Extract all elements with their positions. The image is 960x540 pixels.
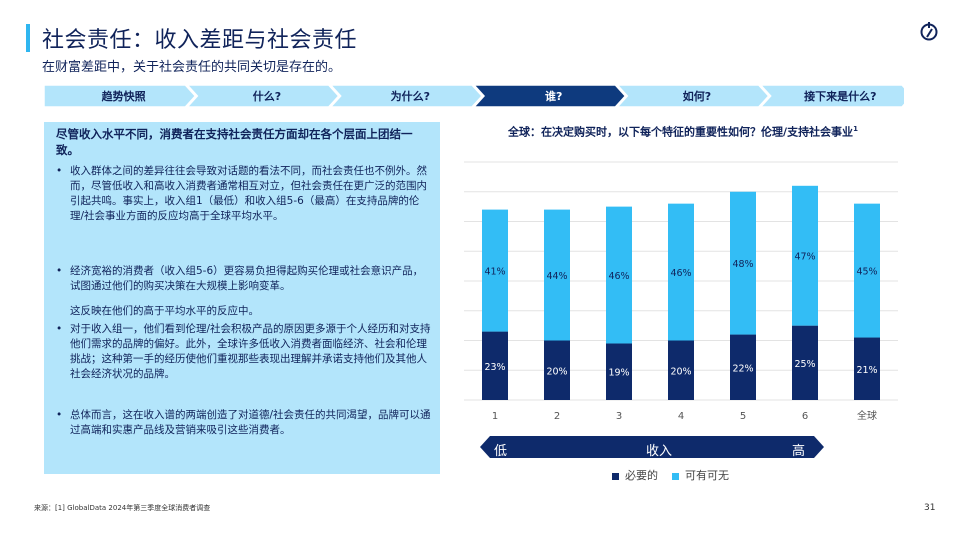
summary-bullet-text: 经济宽裕的消费者（收入组5-6）更容易负担得起购买伦理或社会意识产品，试图通过他… [70, 265, 424, 292]
nav-tab[interactable]: 接下来是什么? [804, 90, 877, 103]
nav-tab-shape [472, 85, 627, 107]
chart-title-footnote: 1 [853, 125, 858, 133]
nav-tab-shape [44, 85, 197, 107]
data-label: 25% [794, 359, 815, 370]
bar-essential [482, 331, 508, 400]
chart-title-text: 全球：在决定购买时，以下每个特征的重要性如何？伦理/支持社会事业 [508, 125, 854, 139]
summary-note: 这反映在他们的高于平均水平的反应中。 [70, 305, 259, 317]
summary-bullet: • 收入群体之间的差异往往会导致对话题的看法不同，而社会责任也不例外。然而，尽管… [56, 164, 432, 224]
income-axis-label: 收入 [646, 444, 673, 459]
bar-essential [544, 340, 570, 400]
logo-icon [920, 22, 938, 41]
section-nav-arrows [44, 85, 904, 107]
legend-item-optional: 可有可无 [672, 467, 729, 483]
nav-tab[interactable]: 趋势快照 [101, 90, 146, 103]
page-subtitle: 在财富差距中，关于社会责任的共同关切是存在的。 [42, 60, 342, 75]
data-label: 21% [856, 365, 877, 376]
legend-swatch-optional [672, 472, 679, 480]
bullet-icon: • [56, 323, 63, 335]
income-high-label: 高 [792, 444, 806, 459]
bullet-icon: • [56, 165, 63, 177]
data-label: 48% [732, 259, 753, 270]
data-label: 41% [484, 267, 505, 278]
source-note: 来源：[1] GlobalData 2024年第三季度全球消费者调查 [34, 504, 211, 512]
legend-label-essential: 必要的 [625, 469, 658, 482]
nav-tab[interactable]: 为什么? [390, 90, 431, 103]
summary-bullet-text: 收入群体之间的差异往往会导致对话题的看法不同，而社会责任也不例外。然而，尽管低收… [70, 165, 427, 222]
summary-bullet-text: 对于收入组一，他们看到伦理/社会积极产品的原因更多源于个人经历和对支持他们需求的… [70, 323, 431, 380]
data-label: 46% [608, 271, 629, 282]
bar-essential [668, 340, 694, 400]
x-tick-label: 5 [740, 411, 746, 422]
data-label: 47% [794, 252, 815, 263]
bullet-icon: • [56, 265, 63, 277]
bar-essential [792, 325, 818, 400]
section-nav: 趋势快照 什么? 为什么? 谁? 如何? 接下来是什么? [44, 85, 904, 107]
summary-bullet: • 总体而言，这在收入谱的两端创造了对道德/社会责任的共同渴望，品牌可以通过高端… [56, 408, 432, 438]
bar-optional [668, 203, 694, 341]
nav-tab-shape [616, 85, 770, 107]
x-tick-label: 4 [678, 411, 684, 422]
nav-tab[interactable]: 谁? [544, 90, 563, 103]
bar-essential [854, 337, 880, 400]
nav-tab[interactable]: 如何? [682, 90, 712, 103]
bar-optional [854, 203, 880, 338]
page-title: 社会责任：收入差距与社会责任 [42, 28, 358, 53]
nav-tab-shape [759, 85, 904, 107]
data-label: 19% [608, 368, 629, 379]
summary-bullet: • 对于收入组一，他们看到伦理/社会积极产品的原因更多源于个人经历和对支持他们需… [56, 322, 432, 382]
data-label: 45% [856, 267, 877, 278]
stacked-bar-chart: 23% 41% 1 20% 44% 2 19% 46% 3 20% 46% 4 22% 48% 5 25% 47… [464, 161, 898, 422]
title-accent-bar [26, 24, 30, 52]
nav-tab[interactable]: 什么? [252, 90, 282, 103]
bar-optional [606, 206, 632, 344]
summary-panel: 尽管收入水平不同，消费者在支持社会责任方面却在各个层面上团结一致。 • 收入群体… [44, 122, 440, 474]
summary-heading: 尽管收入水平不同，消费者在支持社会责任方面却在各个层面上团结一致。 [56, 127, 413, 157]
nav-tab-shape [186, 85, 340, 107]
legend-label-optional: 可有可无 [685, 469, 729, 482]
x-tick-label: 2 [554, 411, 560, 422]
bar-optional [730, 191, 756, 335]
page-number: 31 [924, 503, 936, 513]
legend-swatch-essential [612, 472, 619, 480]
bullet-icon: • [56, 409, 63, 421]
x-tick-label: 全球 [857, 409, 877, 422]
data-label: 20% [546, 366, 567, 377]
legend-item-essential: 必要的 [612, 467, 658, 483]
bar-optional [544, 209, 570, 341]
bar-optional [482, 209, 508, 332]
income-arrow-shape [480, 436, 824, 458]
data-label: 20% [670, 366, 691, 377]
x-tick-label: 1 [492, 411, 498, 422]
data-label: 44% [546, 271, 567, 282]
bar-essential [730, 334, 756, 400]
nav-tab-shape [329, 85, 484, 107]
data-label: 22% [732, 363, 753, 374]
data-label: 46% [670, 268, 691, 279]
data-label: 23% [484, 362, 505, 373]
income-arrow: 低 收入 高 [480, 436, 824, 459]
bar-essential [606, 343, 632, 400]
x-tick-label: 6 [802, 411, 808, 422]
income-low-label: 低 [494, 444, 508, 459]
summary-bullet: • 经济宽裕的消费者（收入组5-6）更容易负担得起购买伦理或社会意识产品，试图通… [56, 264, 432, 294]
chart-title: 全球：在决定购买时，以下每个特征的重要性如何？伦理/支持社会事业1 [468, 122, 898, 140]
bar-optional [792, 185, 818, 326]
x-tick-label: 3 [616, 411, 622, 422]
summary-bullet-text: 总体而言，这在收入谱的两端创造了对道德/社会责任的共同渴望，品牌可以通过高端和实… [70, 409, 431, 436]
